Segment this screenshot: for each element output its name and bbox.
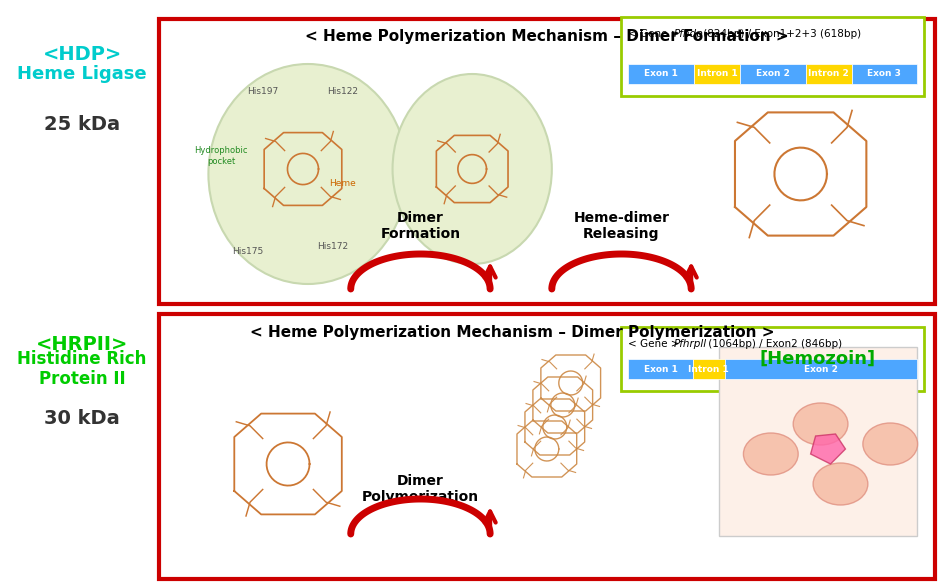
Text: <HDP>: <HDP> <box>42 44 122 64</box>
Text: Pfhrpll: Pfhrpll <box>673 339 706 349</box>
FancyBboxPatch shape <box>719 347 918 536</box>
Text: Exon 2: Exon 2 <box>756 69 790 78</box>
Text: Intron 1: Intron 1 <box>697 69 737 78</box>
Text: (1064bp) / Exon2 (846bp): (1064bp) / Exon2 (846bp) <box>705 339 842 349</box>
FancyBboxPatch shape <box>629 64 694 84</box>
Text: Dimer
Polymerization: Dimer Polymerization <box>362 474 479 504</box>
Text: His172: His172 <box>317 242 348 251</box>
Ellipse shape <box>813 463 868 505</box>
Text: (824bp) / Exon1+2+3 (618bp): (824bp) / Exon1+2+3 (618bp) <box>700 29 861 39</box>
FancyBboxPatch shape <box>694 64 740 84</box>
Ellipse shape <box>863 423 918 465</box>
FancyBboxPatch shape <box>621 17 924 96</box>
Text: Intron 2: Intron 2 <box>808 69 849 78</box>
Ellipse shape <box>209 64 408 284</box>
FancyBboxPatch shape <box>621 327 924 391</box>
Ellipse shape <box>793 403 848 445</box>
Text: His197: His197 <box>247 87 278 96</box>
Text: Intron 1: Intron 1 <box>688 364 729 374</box>
Text: His175: His175 <box>232 247 264 256</box>
Polygon shape <box>811 434 846 464</box>
FancyBboxPatch shape <box>805 64 851 84</box>
Text: Dimer
Formation: Dimer Formation <box>380 211 461 241</box>
Ellipse shape <box>393 74 552 264</box>
Text: Histidine Rich
Protein II: Histidine Rich Protein II <box>17 350 146 388</box>
Text: 25 kDa: 25 kDa <box>44 114 120 134</box>
Text: Hydrophobic
pocket: Hydrophobic pocket <box>194 147 248 166</box>
Text: [Hemozoin]: [Hemozoin] <box>760 350 876 368</box>
Text: < Heme Polymerization Mechanism – Dimer Formation >: < Heme Polymerization Mechanism – Dimer … <box>305 30 788 44</box>
Text: His122: His122 <box>328 87 359 96</box>
Text: <HRPII>: <HRPII> <box>36 335 128 353</box>
Text: Heme-dimer
Releasing: Heme-dimer Releasing <box>574 211 669 241</box>
FancyBboxPatch shape <box>725 359 918 379</box>
Text: Heme: Heme <box>329 179 356 189</box>
Text: Exon 1: Exon 1 <box>645 69 678 78</box>
Text: Pfhdp: Pfhdp <box>673 29 703 39</box>
Text: Heme Ligase: Heme Ligase <box>17 65 147 83</box>
FancyBboxPatch shape <box>740 64 805 84</box>
Text: < Heme Polymerization Mechanism – Dimer Polymerization >: < Heme Polymerization Mechanism – Dimer … <box>250 325 774 339</box>
Text: Exon 1: Exon 1 <box>644 364 678 374</box>
Text: < Gene >: < Gene > <box>629 29 683 39</box>
FancyBboxPatch shape <box>159 314 936 579</box>
Text: Exon 2: Exon 2 <box>804 364 838 374</box>
FancyBboxPatch shape <box>629 359 693 379</box>
FancyBboxPatch shape <box>851 64 918 84</box>
Text: < Gene >: < Gene > <box>629 339 683 349</box>
Ellipse shape <box>744 433 799 475</box>
Text: Exon 3: Exon 3 <box>868 69 902 78</box>
FancyBboxPatch shape <box>693 359 725 379</box>
Text: 30 kDa: 30 kDa <box>44 409 120 429</box>
FancyBboxPatch shape <box>159 19 936 304</box>
